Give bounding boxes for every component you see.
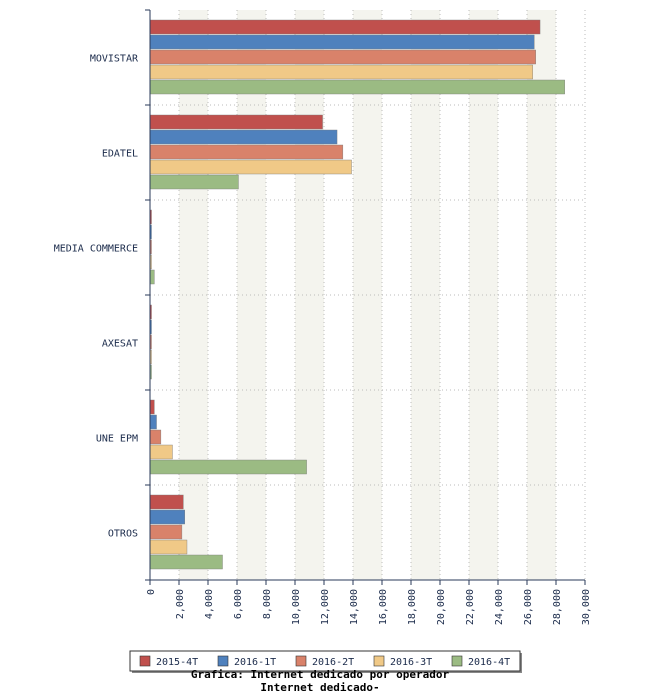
grid-band (353, 10, 382, 580)
bar-une-epm-2016-3t (149, 444, 173, 460)
category-label: OTROS (108, 529, 138, 540)
category-label: UNE EPM (96, 434, 138, 445)
bar-edatel-2016-3t (149, 159, 352, 175)
x-tick-label: 12,000 (320, 589, 331, 625)
x-tick-label: 6,000 (233, 589, 244, 619)
x-tick-label: 30,000 (581, 589, 592, 625)
bar-movistar-2016-4t (149, 79, 565, 95)
category-label: AXESAT (102, 339, 138, 350)
bar-otros-2015-4t (149, 494, 184, 510)
bar-une-epm-2016-1t (149, 414, 157, 430)
legend-label: 2016-4T (468, 657, 510, 668)
x-tick-labels: 0 2,000 4,000 6,000 8,000 10,000 12,000 14,000 1… (146, 589, 592, 625)
chart-subtitle: Internet dedicado- (260, 681, 379, 694)
legend: 2015-4T 2016-1T 2016-2T 2016-3T 2016-4T (129, 650, 522, 673)
bar-edatel-2016-2t (149, 144, 344, 160)
category-label: MOVISTAR (90, 54, 139, 65)
axes (145, 9, 586, 585)
legend-label: 2016-2T (312, 657, 354, 668)
grid-lines (150, 10, 586, 580)
x-tick-label: 28,000 (552, 589, 563, 625)
bar-otros-2016-2t (149, 524, 183, 540)
legend-swatch (373, 655, 385, 667)
x-tick-label: 18,000 (407, 589, 418, 625)
bar-edatel-2015-4t (149, 114, 323, 130)
legend-swatch (139, 655, 151, 667)
bar-edatel-2016-1t (149, 129, 338, 145)
x-tick-label: 20,000 (436, 589, 447, 625)
bar-movistar-2015-4t (149, 19, 541, 35)
x-tick-label: 4,000 (204, 589, 215, 619)
grid-band (295, 10, 324, 580)
bar-movistar-2016-2t (149, 49, 536, 65)
bar-une-epm-2016-4t (149, 459, 307, 475)
legend-swatch (217, 655, 229, 667)
legend-label: 2015-4T (156, 657, 198, 668)
x-tick-label: 0 (146, 589, 157, 595)
grid-band (527, 10, 556, 580)
bar-movistar-2016-3t (149, 64, 533, 80)
legend-swatch (451, 655, 463, 667)
legend-label: 2016-1T (234, 657, 276, 668)
bar-otros-2016-4t (149, 554, 223, 570)
x-tick-label: 26,000 (523, 589, 534, 625)
category-label: MEDIA COMMERCE (54, 244, 138, 255)
bar-edatel-2016-4t (149, 174, 239, 190)
x-tick-label: 14,000 (349, 589, 360, 625)
grid-band (469, 10, 498, 580)
category-label: EDATEL (102, 149, 138, 160)
grid-band (237, 10, 266, 580)
legend-swatch (295, 655, 307, 667)
category-labels: MOVISTAR EDATEL MEDIA COMMERCE AXESAT UNE EP… (54, 54, 139, 540)
legend-label: 2016-3T (390, 657, 432, 668)
x-tick-label: 8,000 (262, 589, 273, 619)
x-tick-label: 22,000 (465, 589, 476, 625)
bar-une-epm-2015-4t (149, 399, 155, 415)
x-tick-label: 24,000 (494, 589, 505, 625)
chart-title: Grafica: Internet dedicado por operador (191, 668, 450, 681)
bar-une-epm-2016-2t (149, 429, 162, 445)
grid-band (411, 10, 440, 580)
bar-media-commerce-2016-4t (149, 269, 155, 285)
bar-movistar-2016-1t (149, 34, 535, 50)
grid-band (179, 10, 208, 580)
x-tick-label: 16,000 (378, 589, 389, 625)
bars (149, 19, 565, 570)
grid-bands (179, 10, 556, 580)
bar-otros-2016-3t (149, 539, 188, 555)
x-tick-label: 10,000 (291, 589, 302, 625)
bar-otros-2016-1t (149, 509, 185, 525)
x-tick-label: 2,000 (175, 589, 186, 619)
